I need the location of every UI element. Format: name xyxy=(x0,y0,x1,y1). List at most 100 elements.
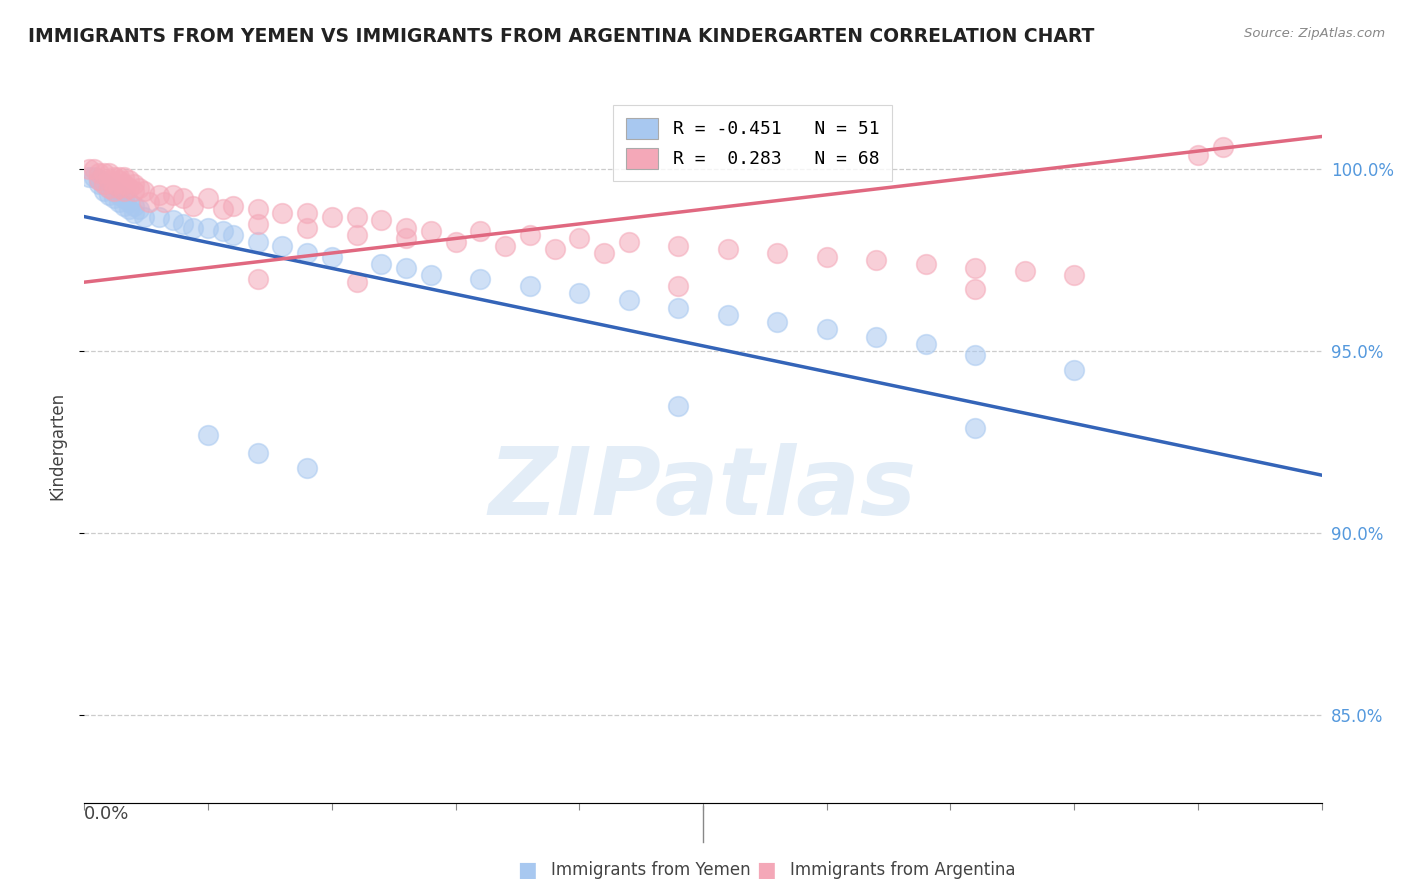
Point xyxy=(128,202,150,217)
Point xyxy=(98,173,121,187)
Point xyxy=(246,446,269,460)
Point xyxy=(1063,268,1085,282)
Text: Immigrants from Argentina: Immigrants from Argentina xyxy=(790,861,1015,879)
Point xyxy=(172,217,194,231)
Point xyxy=(197,220,219,235)
Point xyxy=(666,278,689,293)
Point xyxy=(295,246,318,260)
Point xyxy=(98,187,121,202)
Point xyxy=(122,177,145,191)
Point xyxy=(128,180,150,194)
Point xyxy=(89,173,111,187)
Point xyxy=(112,191,135,205)
Point xyxy=(108,180,131,194)
Point xyxy=(98,180,121,194)
Point xyxy=(122,184,145,198)
Point xyxy=(103,177,125,191)
Point xyxy=(172,191,194,205)
Point xyxy=(98,166,121,180)
Point xyxy=(295,220,318,235)
Text: ■: ■ xyxy=(756,860,776,880)
Point xyxy=(666,239,689,253)
Point xyxy=(83,169,105,184)
Point xyxy=(246,235,269,249)
Point xyxy=(181,220,204,235)
Point xyxy=(1187,147,1209,161)
Point xyxy=(470,224,492,238)
Point xyxy=(138,195,160,210)
Point xyxy=(212,224,235,238)
Point xyxy=(93,166,115,180)
Point xyxy=(118,173,141,187)
Point xyxy=(965,282,987,296)
Point xyxy=(93,177,115,191)
Point xyxy=(271,206,294,220)
Point xyxy=(93,184,115,198)
Legend: R = -0.451   N = 51, R =  0.283   N = 68: R = -0.451 N = 51, R = 0.283 N = 68 xyxy=(613,105,891,181)
Point xyxy=(246,271,269,285)
Point xyxy=(419,268,441,282)
Point xyxy=(108,187,131,202)
Point xyxy=(89,166,111,180)
Point xyxy=(79,162,101,177)
Point xyxy=(815,250,838,264)
Point xyxy=(815,322,838,336)
Text: Source: ZipAtlas.com: Source: ZipAtlas.com xyxy=(1244,27,1385,40)
Point xyxy=(103,169,125,184)
Point xyxy=(617,293,640,308)
Point xyxy=(470,271,492,285)
Point xyxy=(122,199,145,213)
Point xyxy=(222,199,245,213)
Point xyxy=(543,243,565,257)
Text: ■: ■ xyxy=(517,860,537,880)
Point xyxy=(148,187,170,202)
Point xyxy=(98,180,121,194)
Point xyxy=(132,184,155,198)
Text: 0.0%: 0.0% xyxy=(84,805,129,823)
Point xyxy=(246,217,269,231)
Point xyxy=(666,399,689,413)
Point xyxy=(162,187,184,202)
Point xyxy=(132,210,155,224)
Point xyxy=(395,231,418,245)
Point xyxy=(1212,140,1234,154)
Point xyxy=(865,253,887,268)
Point xyxy=(617,235,640,249)
Point xyxy=(346,227,368,242)
Point xyxy=(568,286,591,301)
Text: ZIPatlas: ZIPatlas xyxy=(489,442,917,535)
Text: Immigrants from Yemen: Immigrants from Yemen xyxy=(551,861,751,879)
Point xyxy=(112,177,135,191)
Point xyxy=(321,210,343,224)
Point xyxy=(103,191,125,205)
Point xyxy=(370,257,392,271)
Point xyxy=(419,224,441,238)
Point xyxy=(112,169,135,184)
Point xyxy=(965,421,987,435)
Point xyxy=(717,243,740,257)
Point xyxy=(395,220,418,235)
Point xyxy=(965,260,987,275)
Point xyxy=(568,231,591,245)
Point xyxy=(79,169,101,184)
Point xyxy=(1063,362,1085,376)
Text: IMMIGRANTS FROM YEMEN VS IMMIGRANTS FROM ARGENTINA KINDERGARTEN CORRELATION CHAR: IMMIGRANTS FROM YEMEN VS IMMIGRANTS FROM… xyxy=(28,27,1094,45)
Point xyxy=(89,177,111,191)
Point xyxy=(370,213,392,227)
Point xyxy=(914,257,936,271)
Point xyxy=(593,246,616,260)
Point xyxy=(271,239,294,253)
Point xyxy=(395,260,418,275)
Point xyxy=(197,191,219,205)
Point xyxy=(295,460,318,475)
Point xyxy=(222,227,245,242)
Point xyxy=(766,246,789,260)
Point xyxy=(295,206,318,220)
Point xyxy=(103,184,125,198)
Point xyxy=(519,278,541,293)
Point xyxy=(118,180,141,194)
Point xyxy=(212,202,235,217)
Point xyxy=(519,227,541,242)
Point xyxy=(914,337,936,351)
Point xyxy=(89,173,111,187)
